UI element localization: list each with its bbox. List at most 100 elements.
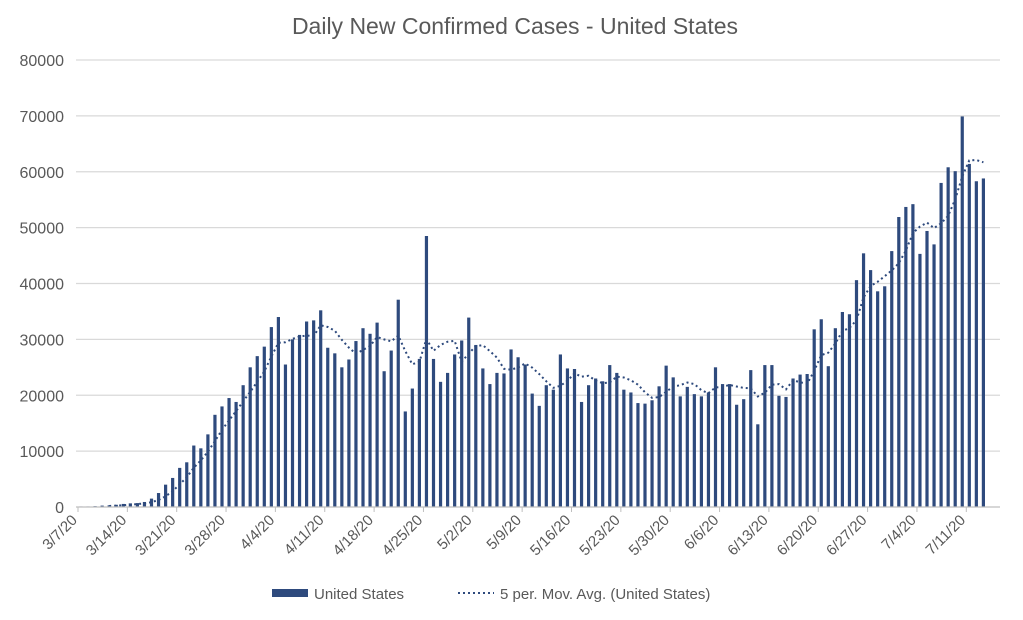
x-tick-label: 5/16/20 — [527, 512, 574, 559]
x-tick-label: 5/30/20 — [626, 512, 673, 559]
bar — [431, 358, 436, 507]
bar — [636, 403, 640, 507]
y-tick-label: 20000 — [20, 388, 65, 405]
bar — [333, 353, 337, 507]
bar — [438, 381, 443, 507]
bar — [932, 244, 936, 507]
bar — [305, 321, 309, 507]
bar — [692, 394, 696, 507]
legend-label-ma: 5 per. Mov. Avg. (United States) — [500, 586, 710, 603]
x-tick-label: 5/2/20 — [434, 512, 476, 554]
bar — [185, 462, 189, 507]
bar — [135, 503, 139, 507]
bar — [742, 399, 746, 507]
bar — [276, 317, 280, 507]
bar — [248, 367, 252, 507]
bar — [326, 347, 330, 507]
x-tick-label: 6/6/20 — [681, 512, 723, 554]
bar — [269, 327, 273, 507]
bar — [283, 364, 288, 507]
bar — [347, 359, 351, 507]
bar — [615, 372, 619, 507]
bar — [826, 366, 830, 507]
bar — [509, 349, 513, 507]
bar — [791, 378, 795, 507]
bar — [100, 505, 104, 507]
bar — [699, 396, 703, 507]
bar — [460, 340, 464, 507]
bar — [671, 377, 675, 507]
bar — [883, 286, 887, 507]
legend-label-bar: United States — [314, 586, 404, 603]
x-tick-label: 7/11/20 — [923, 512, 970, 559]
bar — [953, 171, 957, 507]
bar — [255, 356, 259, 507]
bar — [756, 424, 760, 507]
bar — [368, 333, 372, 507]
bar — [784, 396, 788, 507]
bar — [869, 270, 873, 507]
bar — [777, 395, 781, 507]
bar — [502, 373, 506, 507]
y-tick-label: 80000 — [20, 53, 65, 70]
bar — [847, 314, 852, 507]
bar — [685, 386, 689, 507]
y-tick-label: 50000 — [20, 221, 65, 238]
x-tick-label: 7/4/20 — [878, 512, 920, 554]
bar — [805, 374, 809, 507]
bar — [897, 217, 901, 508]
bar — [516, 357, 520, 507]
bar — [424, 236, 429, 507]
bar — [495, 372, 499, 507]
bar — [918, 253, 922, 507]
bar — [396, 299, 400, 507]
x-tick-label: 4/11/20 — [281, 512, 328, 559]
x-tick-label: 6/27/20 — [823, 512, 870, 559]
legend: United States 5 per. Mov. Avg. (United S… — [272, 586, 710, 603]
x-tick-label: 3/7/20 — [39, 512, 81, 554]
bar — [199, 448, 203, 507]
bar — [650, 400, 654, 507]
y-tick-label: 60000 — [20, 165, 65, 182]
bar — [558, 354, 562, 507]
bar — [417, 358, 421, 507]
y-tick-label: 70000 — [20, 109, 65, 126]
bar — [960, 116, 964, 507]
x-tick-label: 3/21/20 — [132, 512, 179, 559]
bar — [227, 398, 231, 507]
bar — [481, 368, 485, 507]
bar — [833, 328, 837, 507]
x-tick-label: 3/28/20 — [181, 512, 228, 559]
bar — [234, 401, 238, 507]
bar — [551, 389, 555, 507]
bar — [981, 178, 985, 507]
moving-average-line — [109, 158, 984, 507]
bar — [819, 319, 823, 507]
bar — [594, 378, 598, 507]
bar — [713, 367, 718, 507]
bar — [925, 230, 929, 508]
bar — [319, 310, 323, 507]
bar — [939, 182, 943, 508]
bar — [354, 341, 358, 507]
bar — [608, 365, 612, 507]
bar — [643, 403, 647, 507]
bar — [262, 346, 266, 507]
bar — [164, 484, 168, 507]
bar — [488, 384, 492, 507]
bar — [706, 392, 711, 507]
bar — [312, 320, 316, 507]
bar — [453, 354, 457, 507]
bar — [474, 344, 478, 507]
bar — [544, 385, 548, 507]
bar — [728, 384, 732, 507]
bar — [678, 396, 682, 507]
bar — [149, 498, 154, 507]
bar — [297, 334, 302, 507]
bar — [840, 311, 844, 507]
x-tick-label: 6/20/20 — [774, 512, 821, 559]
bar — [565, 368, 570, 507]
x-tick-label: 6/13/20 — [724, 512, 771, 559]
bar — [967, 163, 971, 508]
